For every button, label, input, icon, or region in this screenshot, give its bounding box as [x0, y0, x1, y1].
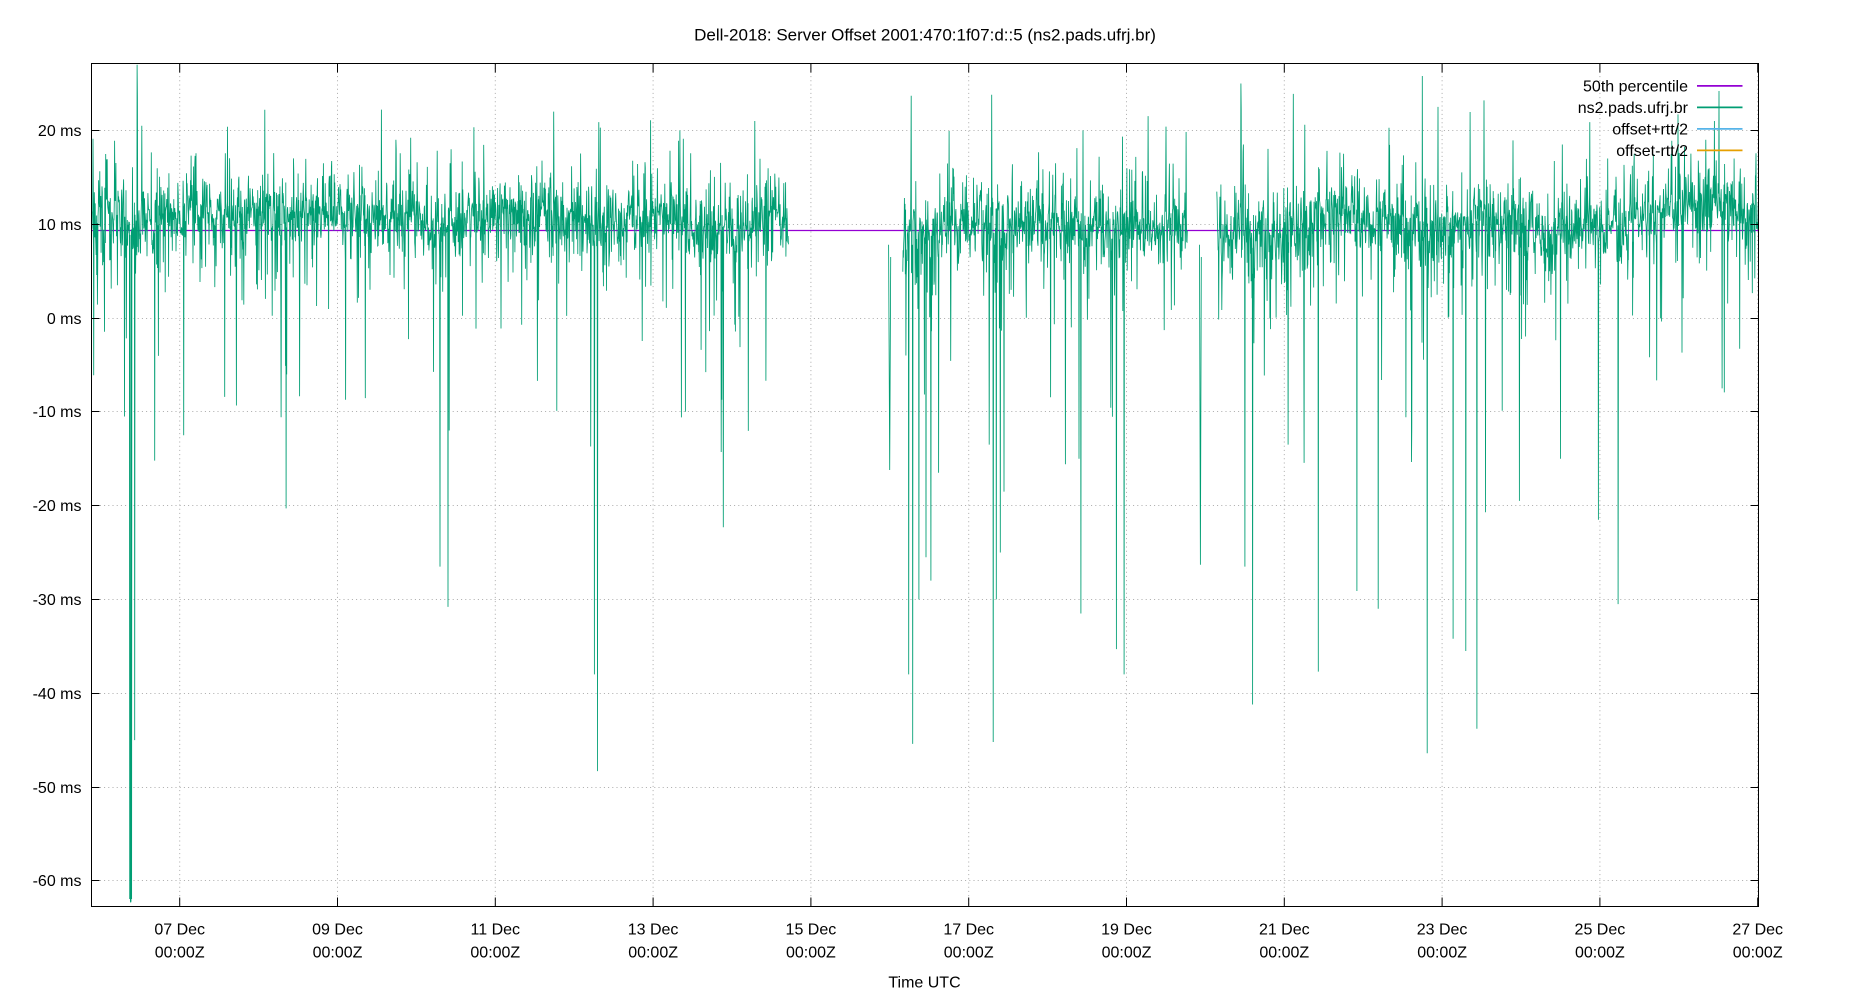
svg-text:offset-rtt/2: offset-rtt/2 [1616, 143, 1688, 160]
svg-text:17 Dec: 17 Dec [943, 922, 994, 939]
svg-text:19 Dec: 19 Dec [1101, 922, 1152, 939]
svg-text:-20 ms: -20 ms [33, 498, 82, 515]
svg-text:20 ms: 20 ms [38, 123, 82, 140]
svg-text:13 Dec: 13 Dec [628, 922, 679, 939]
svg-text:21 Dec: 21 Dec [1259, 922, 1310, 939]
svg-text:-30 ms: -30 ms [33, 592, 82, 609]
svg-text:00:00Z: 00:00Z [1259, 945, 1309, 962]
svg-text:09 Dec: 09 Dec [312, 922, 363, 939]
svg-text:-10 ms: -10 ms [33, 404, 82, 421]
svg-text:00:00Z: 00:00Z [1102, 945, 1152, 962]
svg-text:10 ms: 10 ms [38, 217, 82, 234]
svg-text:00:00Z: 00:00Z [1417, 945, 1467, 962]
svg-text:ns2.pads.ufrj.br: ns2.pads.ufrj.br [1578, 100, 1689, 117]
svg-text:11 Dec: 11 Dec [471, 922, 521, 939]
svg-text:00:00Z: 00:00Z [786, 945, 836, 962]
svg-text:50th percentile: 50th percentile [1583, 78, 1688, 95]
svg-text:27 Dec: 27 Dec [1732, 922, 1783, 939]
svg-text:-40 ms: -40 ms [33, 686, 82, 703]
svg-text:25 Dec: 25 Dec [1575, 922, 1626, 939]
svg-text:00:00Z: 00:00Z [1575, 945, 1625, 962]
svg-text:15 Dec: 15 Dec [786, 922, 837, 939]
svg-text:00:00Z: 00:00Z [313, 945, 363, 962]
svg-text:00:00Z: 00:00Z [944, 945, 994, 962]
svg-text:00:00Z: 00:00Z [628, 945, 678, 962]
svg-text:-50 ms: -50 ms [33, 780, 82, 797]
svg-text:23 Dec: 23 Dec [1417, 922, 1468, 939]
svg-text:07 Dec: 07 Dec [154, 922, 205, 939]
svg-text:0 ms: 0 ms [47, 311, 82, 328]
svg-text:-60 ms: -60 ms [33, 873, 82, 890]
svg-text:Dell-2018: Server Offset 2001:: Dell-2018: Server Offset 2001:470:1f07:d… [694, 26, 1156, 45]
svg-text:00:00Z: 00:00Z [470, 945, 520, 962]
svg-text:offset+rtt/2: offset+rtt/2 [1612, 121, 1688, 138]
svg-text:Time UTC: Time UTC [888, 975, 960, 992]
svg-text:00:00Z: 00:00Z [155, 945, 205, 962]
svg-text:00:00Z: 00:00Z [1733, 945, 1783, 962]
